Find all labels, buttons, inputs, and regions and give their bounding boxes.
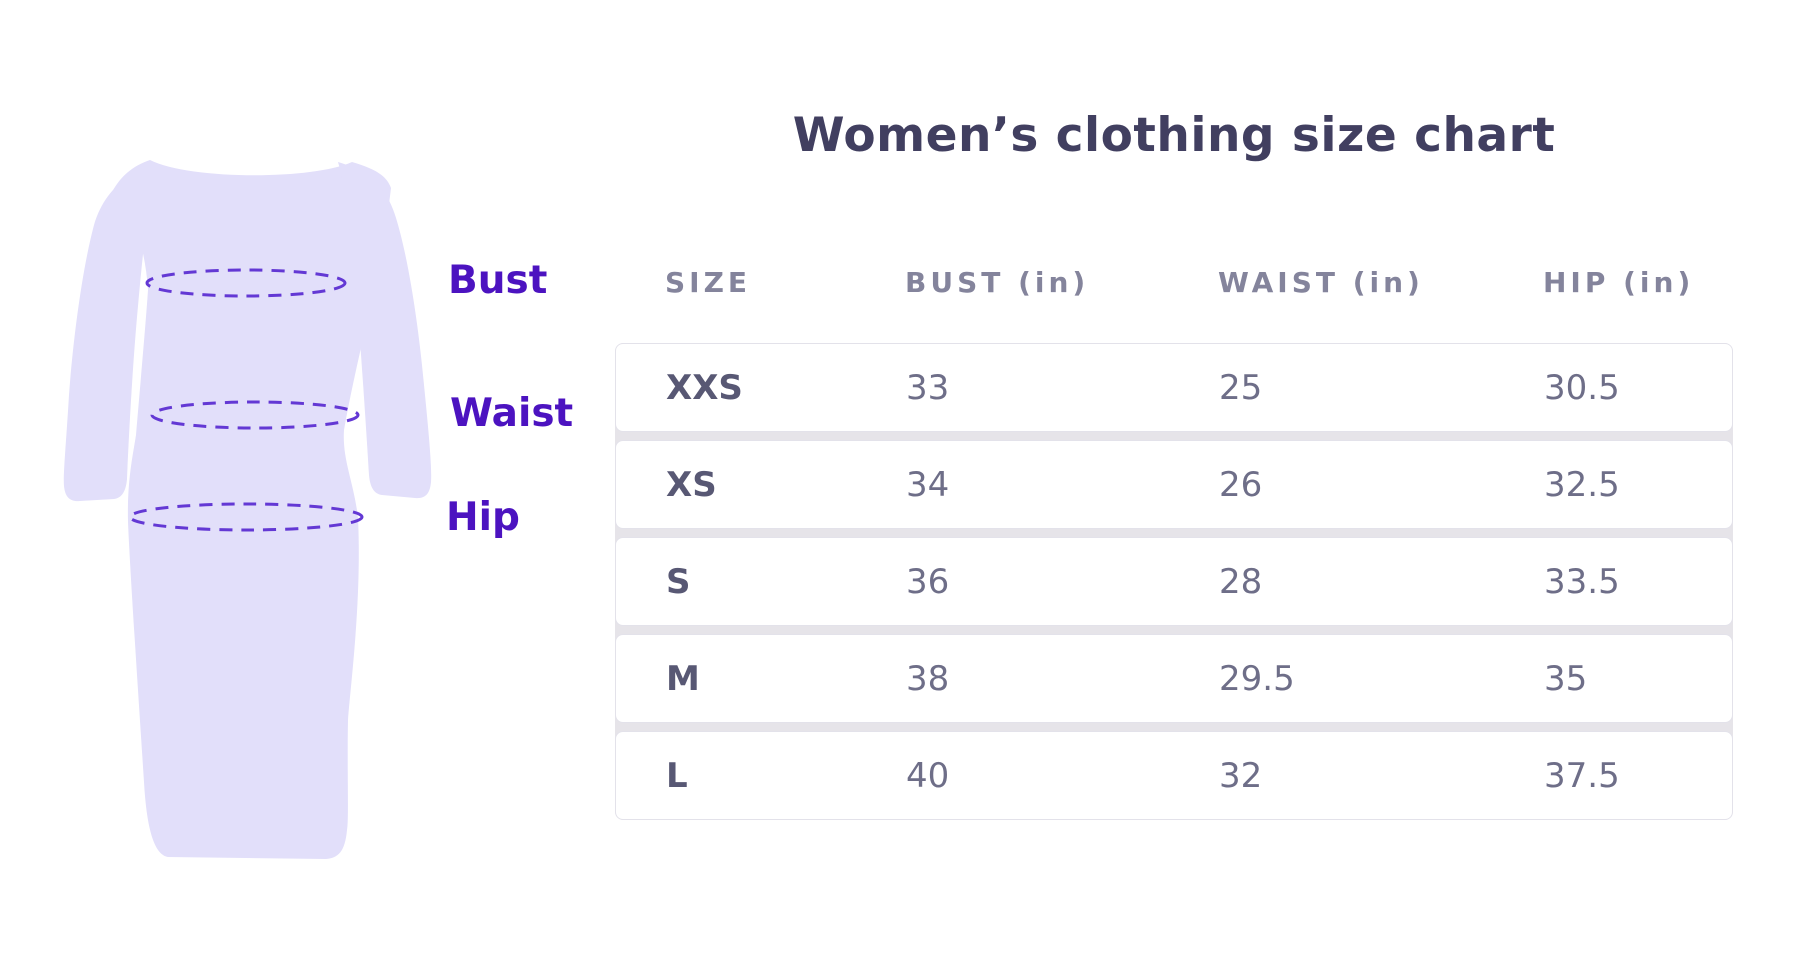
cell-waist: 25 [1219, 367, 1263, 408]
table-header-row: SIZE BUST (in) WAIST (in) HIP (in) [615, 266, 1733, 299]
cell-hip: 35 [1544, 658, 1588, 699]
hip-label: Hip [446, 495, 520, 540]
cell-size: M [666, 658, 700, 699]
bust-label: Bust [448, 258, 548, 303]
cell-size: XS [666, 464, 717, 505]
header-size: SIZE [665, 266, 752, 299]
waist-label: Waist [450, 391, 574, 436]
cell-waist: 32 [1219, 755, 1263, 796]
cell-waist: 26 [1219, 464, 1263, 505]
waist-measure-ellipse [150, 400, 360, 430]
cell-hip: 33.5 [1544, 561, 1620, 602]
cell-size: L [666, 755, 688, 796]
dress-left-sleeve [63, 164, 158, 502]
dress-figure-svg [63, 160, 432, 859]
cell-size: S [666, 561, 691, 602]
cell-bust: 40 [906, 755, 950, 796]
dress-body-shape [112, 160, 391, 859]
cell-bust: 38 [906, 658, 950, 699]
size-table: XXS 33 25 30.5 XS 34 26 32.5 S 36 28 33.… [615, 343, 1733, 820]
hip-measure-ellipse [128, 502, 364, 532]
cell-hip: 32.5 [1544, 464, 1620, 505]
cell-size: XXS [666, 367, 743, 408]
bust-measure-ellipse [145, 268, 347, 298]
cell-bust: 36 [906, 561, 950, 602]
cell-bust: 33 [906, 367, 950, 408]
header-bust: BUST (in) [905, 266, 1090, 299]
header-hip: HIP (in) [1543, 266, 1695, 299]
page-title: Women’s clothing size chart [792, 108, 1556, 163]
table-row-xs: XS 34 26 32.5 [615, 440, 1733, 529]
dress-right-sleeve [338, 162, 432, 499]
cell-bust: 34 [906, 464, 950, 505]
cell-waist: 29.5 [1219, 658, 1295, 699]
table-row-s: S 36 28 33.5 [615, 537, 1733, 626]
cell-waist: 28 [1219, 561, 1263, 602]
cell-hip: 37.5 [1544, 755, 1620, 796]
table-row-l: L 40 32 37.5 [615, 731, 1733, 820]
header-waist: WAIST (in) [1218, 266, 1424, 299]
table-row-xxs: XXS 33 25 30.5 [615, 343, 1733, 432]
cell-hip: 30.5 [1544, 367, 1620, 408]
table-row-m: M 38 29.5 35 [615, 634, 1733, 723]
dress-illustration: Bust Waist Hip [0, 0, 600, 960]
